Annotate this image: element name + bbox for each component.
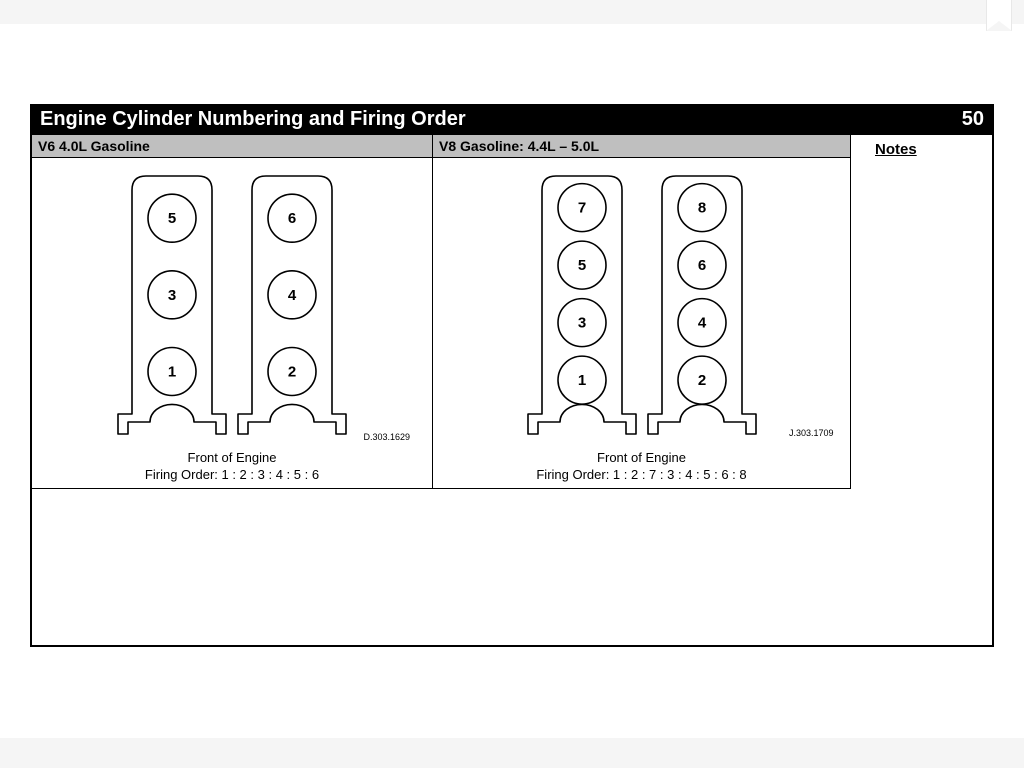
engine-v8-figcode: J.303.1709: [789, 428, 834, 438]
engine-v8-header: V8 Gasoline: 4.4L – 5.0L: [433, 135, 850, 158]
svg-text:7: 7: [577, 200, 585, 217]
svg-text:5: 5: [577, 257, 585, 274]
svg-text:4: 4: [288, 287, 297, 304]
top-strip: [0, 0, 1024, 24]
svg-text:4: 4: [697, 315, 706, 332]
notes-heading: Notes: [851, 135, 992, 489]
bottom-strip: [0, 738, 1024, 768]
svg-text:1: 1: [168, 364, 176, 381]
top-row: V6 4.0L Gasoline 5 3 1 6 4 2 D.303.1629 Front…: [32, 135, 992, 489]
svg-text:2: 2: [288, 364, 296, 381]
engine-v8-svg-wrap: 75318642 J.303.1709: [492, 158, 792, 448]
svg-text:6: 6: [697, 257, 705, 274]
engine-v6-firing-order: Firing Order: 1 : 2 : 3 : 4 : 5 : 6: [145, 467, 319, 482]
svg-text:8: 8: [697, 200, 705, 217]
page-title: Engine Cylinder Numbering and Firing Ord…: [40, 108, 466, 131]
engine-v6-cell: V6 4.0L Gasoline 5 3 1 6 4 2 D.303.1629 Front…: [32, 135, 433, 488]
main-box: V6 4.0L Gasoline 5 3 1 6 4 2 D.303.1629 Front…: [30, 135, 994, 647]
page-number: 50: [962, 108, 984, 131]
engine-v8-diagram: 7 5 3 1 8 6 4 2: [492, 158, 792, 448]
engine-v8-cell: V8 Gasoline: 4.4L – 5.0L 7 5 3 1 8 6 4 2 J.303.…: [433, 135, 851, 488]
svg-text:3: 3: [577, 315, 585, 332]
page-content: Engine Cylinder Numbering and Firing Ord…: [0, 24, 1024, 647]
diagram-row: V6 4.0L Gasoline 5 3 1 6 4 2 D.303.1629 Front…: [32, 135, 851, 489]
svg-text:3: 3: [168, 287, 176, 304]
engine-v8-front-label: Front of Engine: [597, 450, 686, 465]
bookmark-icon: [986, 0, 1012, 31]
svg-text:6: 6: [288, 210, 296, 227]
engine-v6-svg-wrap: 531642 D.303.1629: [82, 158, 382, 448]
engine-v8-firing-order: Firing Order: 1 : 2 : 7 : 3 : 4 : 5 : 6 …: [536, 467, 746, 482]
svg-text:1: 1: [577, 372, 585, 389]
svg-text:2: 2: [697, 372, 705, 389]
engine-v6-diagram: 5 3 1 6 4 2: [82, 158, 382, 448]
engine-v6-front-label: Front of Engine: [188, 450, 277, 465]
title-bar: Engine Cylinder Numbering and Firing Ord…: [30, 104, 994, 135]
svg-text:5: 5: [168, 210, 176, 227]
engine-v6-figcode: D.303.1629: [363, 432, 410, 442]
engine-v6-header: V6 4.0L Gasoline: [32, 135, 432, 158]
